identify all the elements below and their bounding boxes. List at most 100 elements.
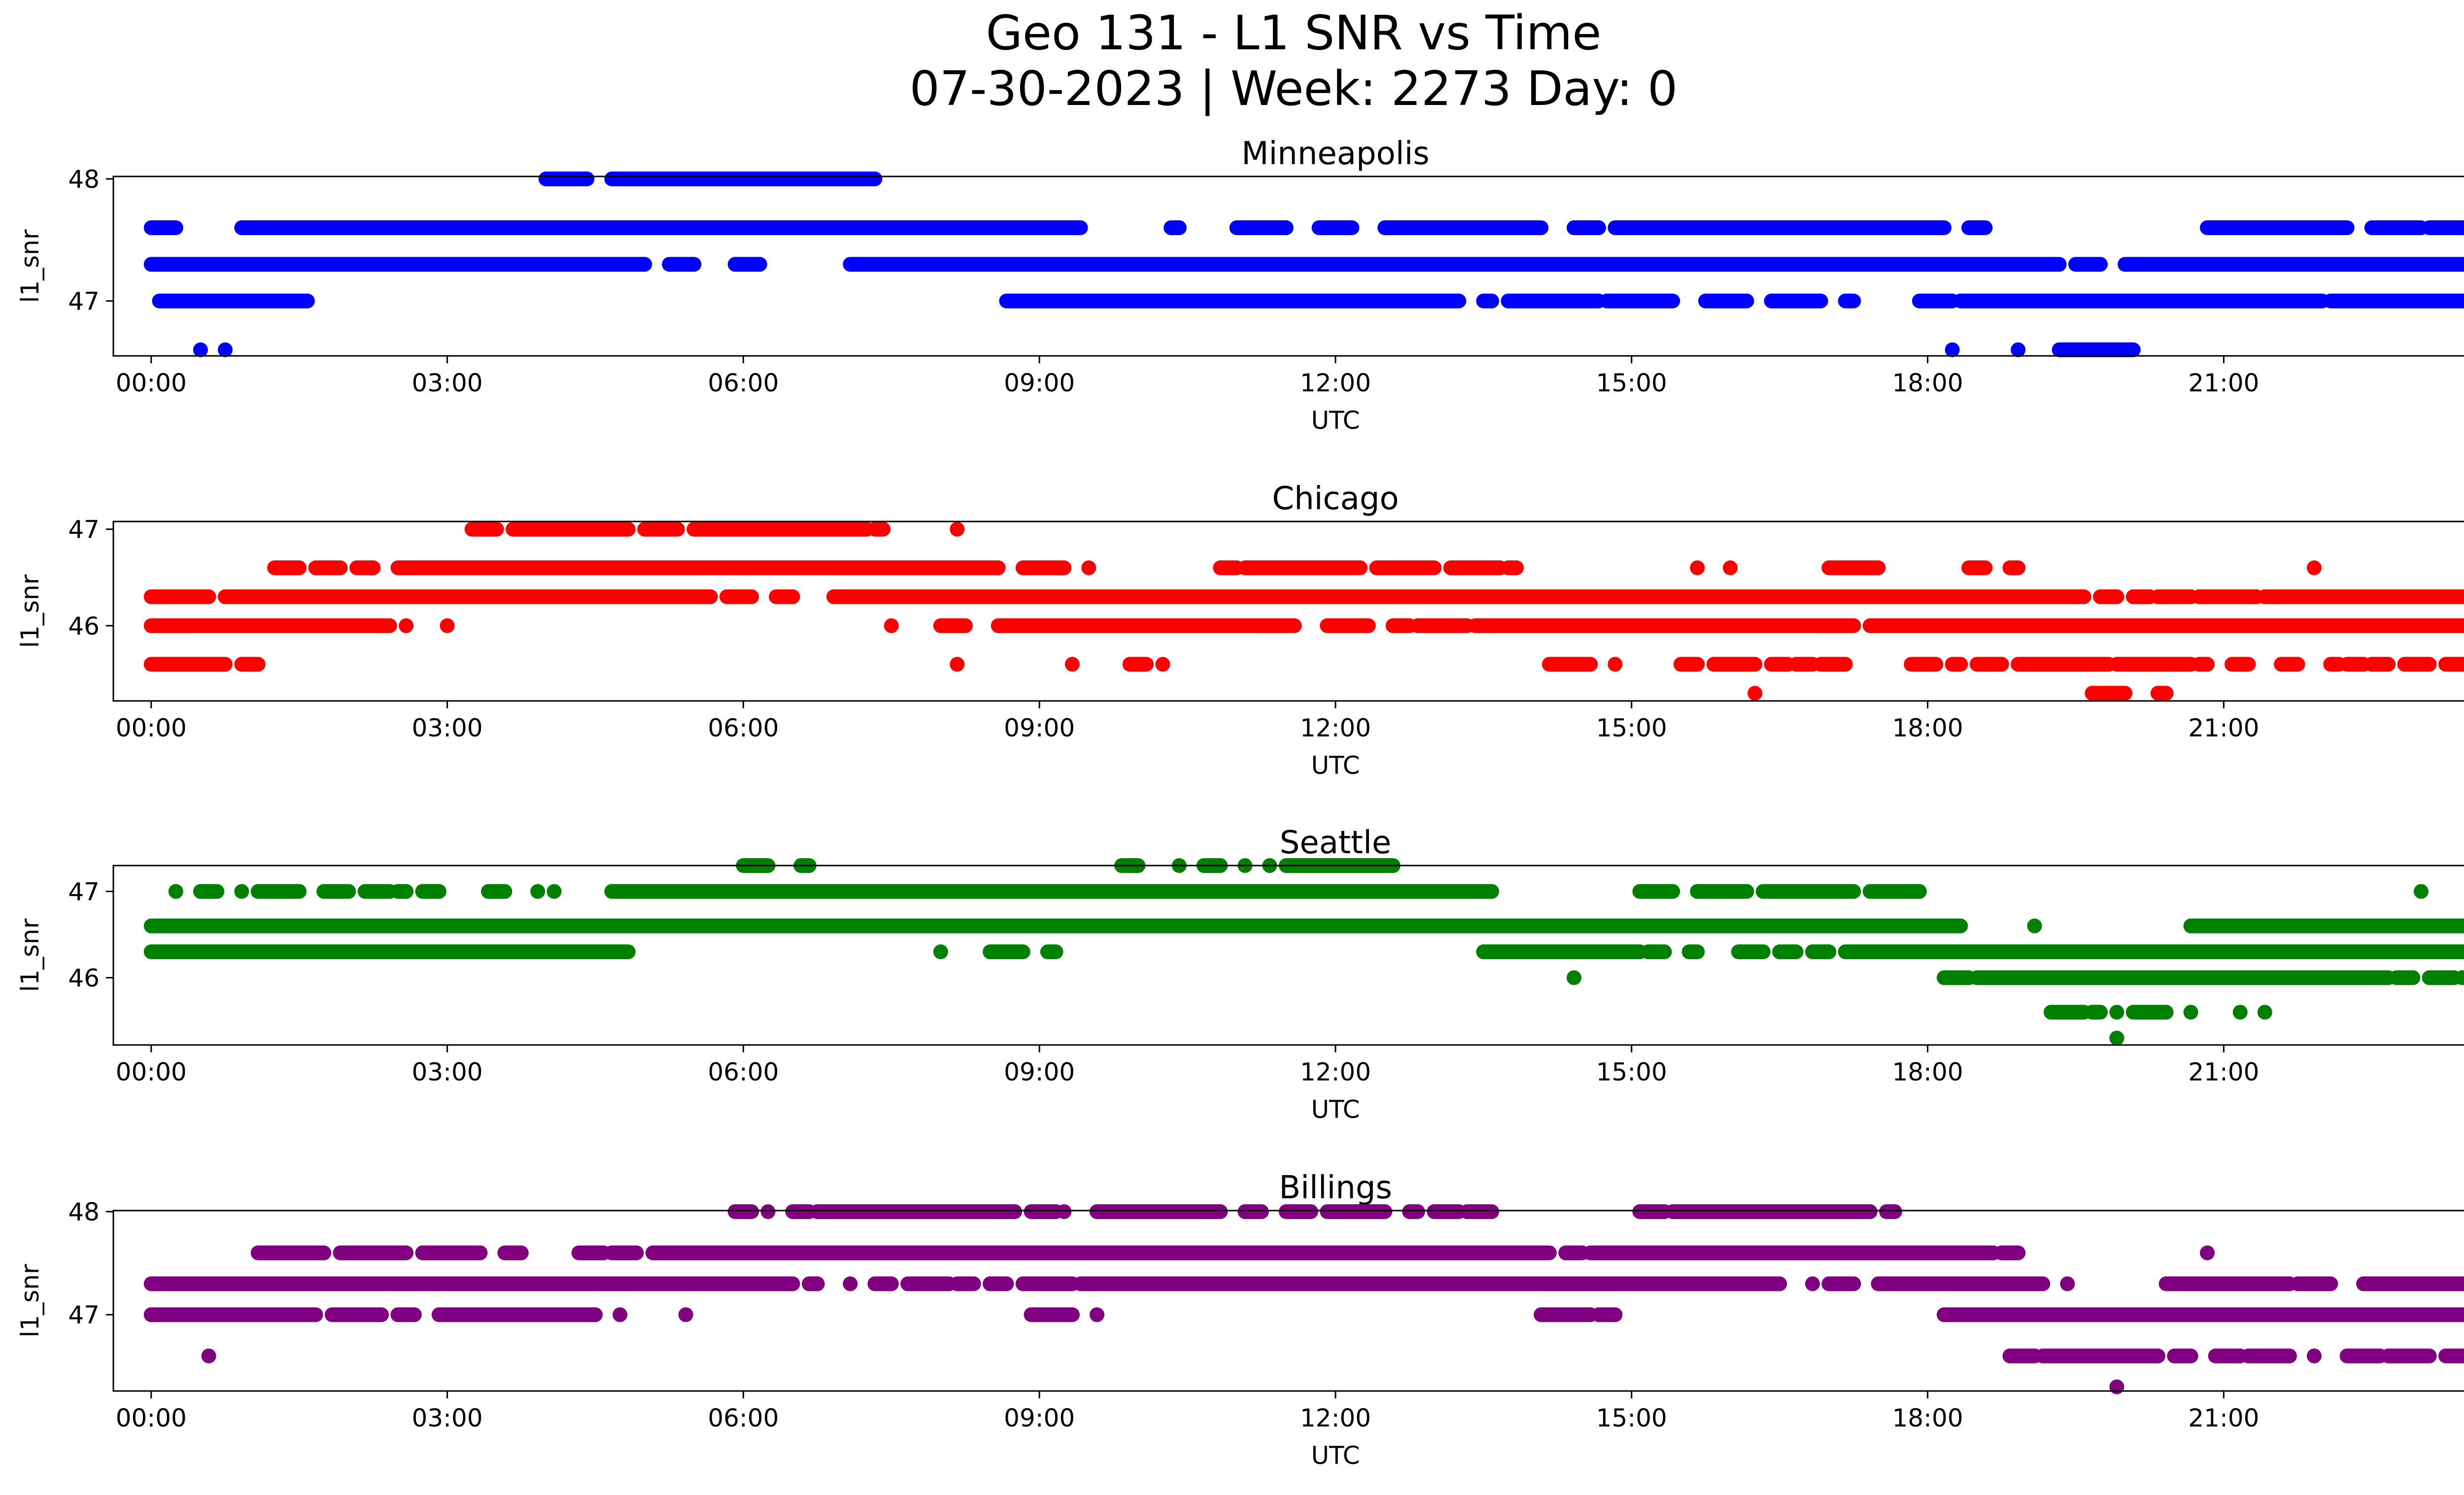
- data-point-run: [2011, 657, 2116, 672]
- data-point-run: [143, 618, 397, 633]
- data-point-run: [481, 884, 513, 899]
- x-tick-label: 09:00: [1004, 1404, 1075, 1432]
- data-point-run: [604, 884, 1500, 899]
- data-point-run: [1698, 293, 1754, 309]
- data-point: [933, 944, 948, 959]
- data-point: [1155, 657, 1170, 672]
- data-point-run: [143, 657, 233, 672]
- y-axis-label: l1_snr: [16, 1264, 44, 1337]
- data-point-run: [1838, 944, 2464, 959]
- x-tick-label: 18:00: [1892, 369, 1963, 397]
- data-point-run: [843, 257, 2067, 272]
- data-point-run: [143, 1276, 800, 1291]
- x-tick-label: 18:00: [1892, 714, 1963, 742]
- data-point-run: [316, 884, 356, 899]
- data-point-run: [1122, 657, 1154, 672]
- data-point-run: [234, 657, 266, 672]
- data-point-run: [1862, 618, 2464, 633]
- data-point-run: [1369, 560, 1442, 575]
- data-point-run: [2085, 1005, 2108, 1020]
- data-point-run: [2290, 1276, 2338, 1291]
- data-point: [193, 342, 208, 357]
- x-axis-label: UTC: [1311, 406, 1360, 435]
- data-point-run: [1961, 220, 1993, 235]
- data-point-run: [2364, 220, 2429, 235]
- data-point-run: [2068, 257, 2108, 272]
- data-point-run: [1608, 220, 1951, 235]
- data-point-run: [1427, 1204, 1467, 1219]
- data-point-run: [1311, 220, 1360, 235]
- y-tick-label: 47: [68, 516, 100, 544]
- data-point-run: [1945, 657, 1968, 672]
- subplot-title: Seattle: [1280, 825, 1392, 861]
- x-tick-label: 06:00: [708, 369, 779, 397]
- data-point: [168, 884, 183, 899]
- data-point-run: [1015, 1276, 1080, 1291]
- data-point: [2307, 560, 2322, 575]
- data-point-run: [1073, 1276, 1787, 1291]
- data-point-run: [1402, 1204, 1425, 1219]
- data-point-run: [1821, 1276, 1861, 1291]
- data-point-run: [1320, 1204, 1393, 1219]
- x-axis-label: UTC: [1311, 1441, 1360, 1470]
- x-axis-label: UTC: [1311, 751, 1360, 780]
- data-point-run: [1476, 944, 1647, 959]
- data-point-run: [464, 522, 504, 537]
- data-point: [950, 522, 965, 537]
- x-tick-label: 21:00: [2188, 714, 2259, 742]
- data-point-run: [2191, 657, 2215, 672]
- data-point-run: [390, 560, 1006, 575]
- data-point-run: [1764, 293, 1828, 309]
- plot-frame: [112, 1210, 2464, 1392]
- subplot-minneapolis: Minneapolis 00:00 03:00 06:00 09:00 12:00 15:0…: [16, 136, 2464, 435]
- data-point-run: [1838, 293, 1861, 309]
- x-tick-label: 03:00: [412, 1058, 483, 1086]
- data-point-run: [1541, 657, 1598, 672]
- data-point-run: [324, 1307, 389, 1322]
- data-point-run: [1015, 560, 1072, 575]
- data-point-run: [1681, 944, 1705, 959]
- x-tick-label: 06:00: [708, 714, 779, 742]
- data-point-run: [686, 522, 874, 537]
- data-point-run: [999, 293, 1467, 309]
- data-point-run: [2109, 657, 2198, 672]
- data-point-run: [1879, 1204, 1902, 1219]
- data-point-run: [1772, 944, 1804, 959]
- x-tick-label: 21:00: [2188, 1404, 2259, 1432]
- data-point-run: [267, 560, 307, 575]
- data-point-run: [727, 1204, 759, 1219]
- data-point-run: [867, 1276, 899, 1291]
- data-point-run: [250, 1245, 332, 1260]
- data-point-run: [2200, 220, 2355, 235]
- x-tick-label: 03:00: [412, 714, 483, 742]
- data-point-run: [1813, 657, 1853, 672]
- data-point: [547, 884, 562, 899]
- figure-title-line2: 07-30-2023 | Week: 2273 Day: 0: [910, 61, 1678, 117]
- data-point-run: [1632, 1204, 1672, 1219]
- data-point-run: [1953, 293, 2330, 309]
- data-point-run: [1599, 293, 1680, 309]
- data-point-run: [1821, 560, 1886, 575]
- data-point-run: [1558, 1245, 1590, 1260]
- y-tick-label: 47: [68, 1301, 100, 1329]
- data-point-run: [810, 1204, 1023, 1219]
- figure-title-line1: Geo 131 - L1 SNR vs Time: [986, 5, 1602, 61]
- subplots: Minneapolis 00:00 03:00 06:00 09:00 12:00 15:0…: [16, 136, 2464, 1470]
- subplot-chicago: Chicago 00:00 03:00 06:00 09:00 12:00 15:00 18:…: [16, 481, 2464, 780]
- data-point-run: [719, 589, 759, 604]
- x-tick-label: 09:00: [1004, 714, 1075, 742]
- data-point-run: [662, 257, 702, 272]
- data-point: [1805, 1276, 1820, 1291]
- x-tick-label: 12:00: [1300, 1404, 1371, 1432]
- data-point-run: [2257, 589, 2464, 604]
- data-point: [1566, 970, 1581, 985]
- data-point-run: [1468, 618, 1861, 633]
- data-point: [399, 618, 414, 633]
- x-tick-label: 18:00: [1892, 1404, 1963, 1432]
- data-point: [1064, 657, 1080, 672]
- data-point-run: [143, 257, 652, 272]
- data-point: [2109, 1005, 2124, 1020]
- subplot-title: Chicago: [1272, 481, 1399, 517]
- data-point-run: [2191, 589, 2264, 604]
- data-point-run: [1690, 884, 1754, 899]
